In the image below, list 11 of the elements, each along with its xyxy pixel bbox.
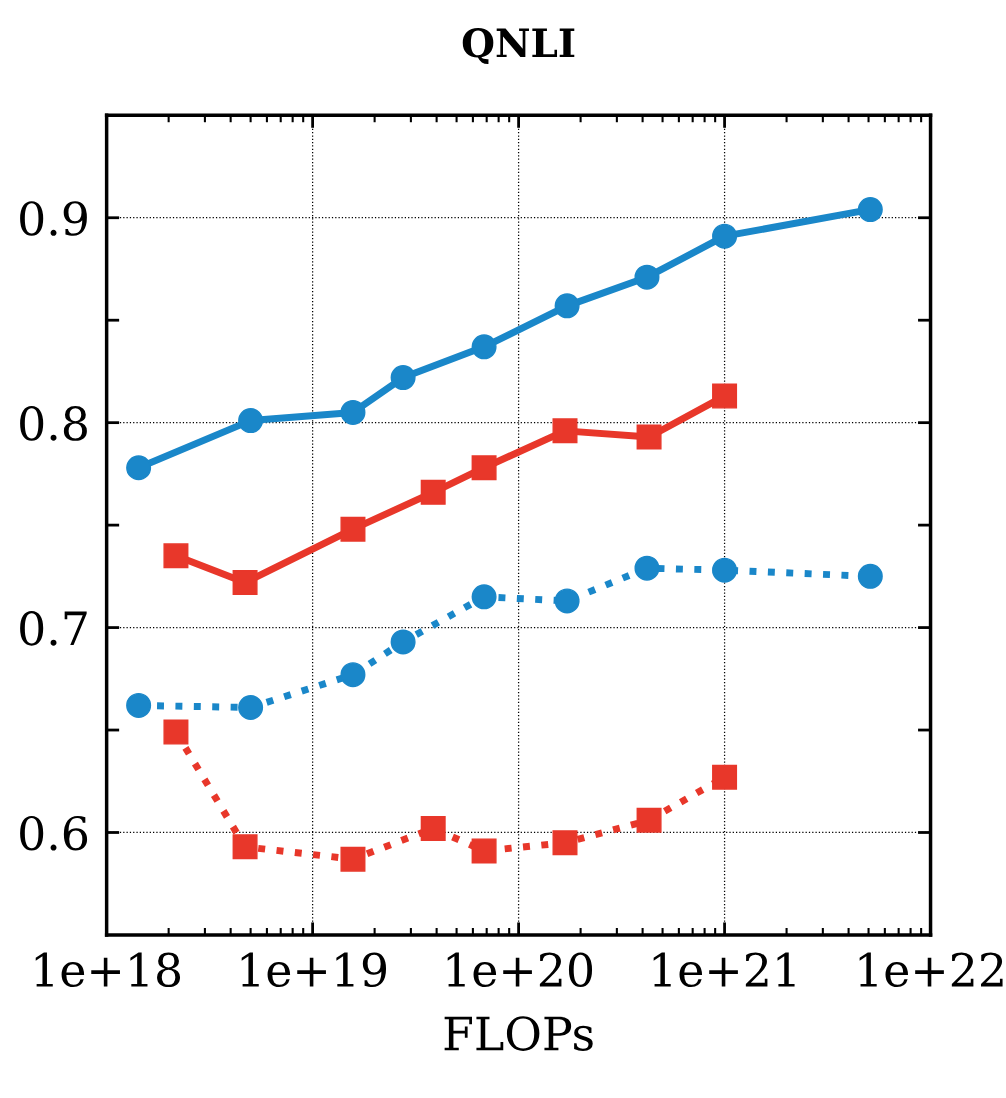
x-tick-label: 1e+21 [653,952,795,988]
x-axis-title: FLOPs [444,1016,593,1051]
y-tick-label: 0.8 [20,406,87,441]
y-tick-label: 0.9 [20,201,87,236]
chart-title: QNLI [462,28,575,64]
x-tick-label: 1e+18 [35,952,181,988]
x-tick-label: 1e+19 [241,952,387,988]
x-tick-label: 1e+22 [859,952,1003,988]
y-tick-label: 0.6 [20,815,88,851]
x-tick-label: 1e+20 [447,952,593,988]
y-tick-label: 0.7 [20,610,87,646]
